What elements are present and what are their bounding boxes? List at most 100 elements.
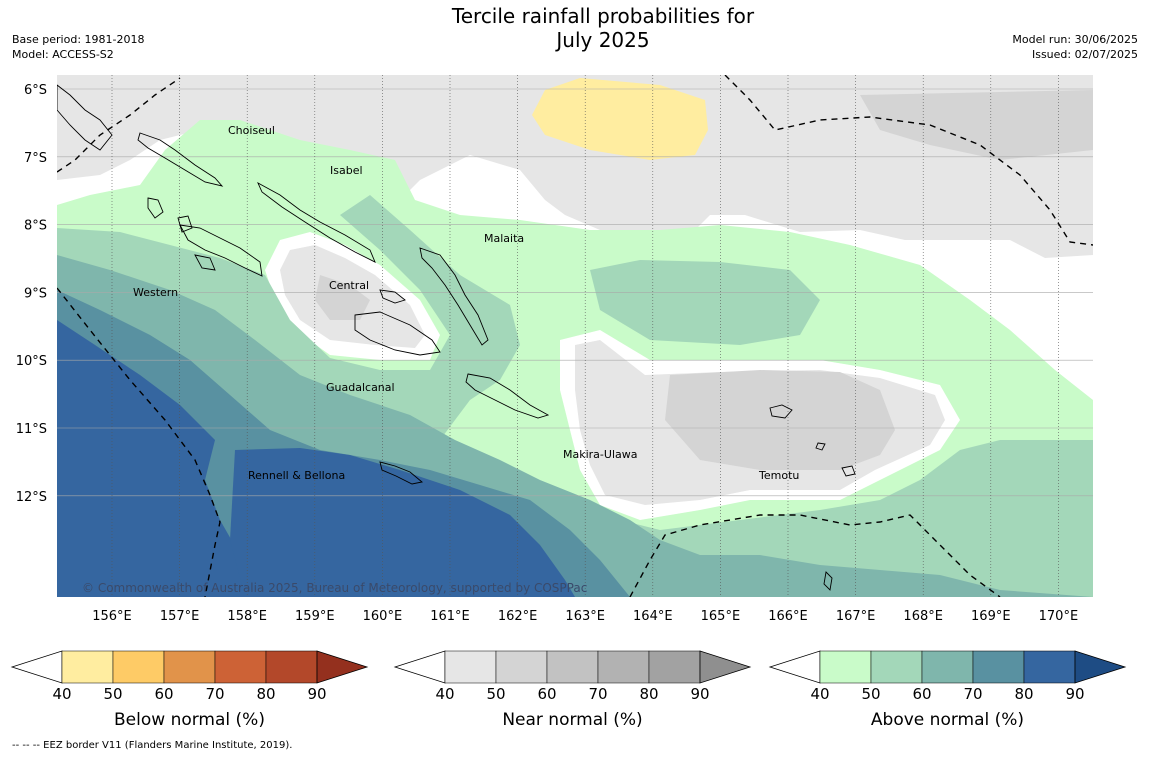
latitude-labels: 6°S 7°S 8°S 9°S 10°S 11°S 12°S (16, 83, 47, 505)
legend-tick: 60 (912, 685, 931, 703)
island-malaita (419, 247, 489, 346)
lon-label: 167°E (836, 609, 876, 624)
lon-label: 166°E (768, 609, 808, 624)
above-normal-50-east (590, 260, 820, 345)
lon-label: 162°E (498, 609, 538, 624)
lon-label: 163°E (565, 609, 605, 624)
legend-low-arrow (10, 650, 63, 684)
legend-tick: 70 (205, 685, 224, 703)
island-new-georgia (179, 224, 263, 277)
eez-border (57, 75, 1093, 597)
label-choiseul: Choiseul (228, 124, 275, 137)
legend-tick: 60 (154, 685, 173, 703)
map-copyright: © Commonwealth of Australia 2025, Bureau… (82, 581, 587, 595)
lon-label: 159°E (295, 609, 335, 624)
legend-tick: 80 (639, 685, 658, 703)
issued-date: Issued: 02/07/2025 (1031, 48, 1138, 61)
below-normal-40-region (532, 78, 708, 160)
legend-swatch (265, 650, 318, 684)
legend-title: Near normal (%) (502, 710, 642, 730)
label-isabel: Isabel (330, 164, 363, 177)
lon-label: 160°E (363, 609, 403, 624)
lat-label: 8°S (24, 219, 47, 234)
legend-tick: 60 (537, 685, 556, 703)
legend-high-arrow (699, 650, 752, 684)
legend-tick: 40 (435, 685, 454, 703)
base-period: Base period: 1981-2018 (12, 33, 145, 46)
legend-tick: 90 (1065, 685, 1084, 703)
lon-label: 161°E (430, 609, 470, 624)
legend-swatch (214, 650, 267, 684)
lon-label: 156°E (92, 609, 132, 624)
legend-title: Below normal (%) (114, 710, 265, 730)
legend-tick: 80 (1014, 685, 1033, 703)
model-name: Model: ACCESS-S2 (12, 48, 114, 61)
legend-swatch (163, 650, 216, 684)
longitude-labels: 156°E 157°E 158°E 159°E 160°E 161°E 162°E 163°E… (92, 609, 1078, 624)
legend-low-arrow (393, 650, 446, 684)
legend-swatch (495, 650, 548, 684)
legend-tick: 90 (690, 685, 709, 703)
label-guadalcanal: Guadalcanal (326, 381, 395, 394)
lat-label: 11°S (16, 422, 47, 437)
legend-tick: 70 (588, 685, 607, 703)
lon-label: 164°E (633, 609, 673, 624)
lon-label: 157°E (160, 609, 200, 624)
central-near-normal-50 (315, 275, 370, 320)
label-temotu: Temotu (758, 469, 799, 482)
island-outlines (57, 84, 856, 591)
legend-swatch (597, 650, 650, 684)
near-normal-50-region (860, 90, 1093, 160)
lat-label: 9°S (24, 286, 47, 301)
legend-swatch (648, 650, 701, 684)
model-run: Model run: 30/06/2025 (1012, 33, 1138, 46)
legends: 40 50 60 70 80 90 Below normal (%) 40 50 60 70 80 90… (10, 650, 1127, 730)
place-labels: Choiseul Isabel Malaita Central Western … (133, 124, 799, 482)
legend-swatch (921, 650, 974, 684)
label-central: Central (329, 279, 369, 292)
island-isabel (257, 181, 376, 263)
label-malaita: Malaita (484, 232, 524, 245)
legend-tick: 40 (810, 685, 829, 703)
meta-right: Model run: 30/06/2025 Issued: 02/07/2025 (1012, 32, 1138, 62)
legend-swatch (444, 650, 497, 684)
near-normal-50-east (665, 370, 895, 470)
lon-label: 158°E (227, 609, 267, 624)
eez-border-south (629, 514, 1001, 597)
legend-tick: 40 (52, 685, 71, 703)
title-line-2: July 2025 (556, 28, 650, 52)
label-western: Western (133, 286, 178, 299)
lat-label: 6°S (24, 83, 47, 98)
legend-3: 40 50 60 70 80 90 Above normal (%) (768, 650, 1127, 730)
island-utupua (815, 442, 826, 451)
probability-field (57, 75, 1093, 597)
legend-swatch (1023, 650, 1076, 684)
island-kolombangara (177, 215, 193, 233)
legend-tick: 90 (307, 685, 326, 703)
legend-swatch (61, 650, 114, 684)
lat-label: 12°S (16, 490, 47, 505)
legend-tick: 50 (486, 685, 505, 703)
legend-swatch (972, 650, 1025, 684)
island-vella (147, 197, 164, 219)
label-makira-ulawa: Makira-Ulawa (563, 448, 637, 461)
legend-tick: 50 (103, 685, 122, 703)
title-line-1: Tercile rainfall probabilities for (451, 4, 755, 28)
island-makira (465, 373, 550, 419)
above-normal-80-region (57, 320, 270, 597)
above-normal-80-region-2 (230, 448, 575, 597)
lon-label: 169°E (971, 609, 1011, 624)
island-choiseul (137, 132, 224, 187)
legend-high-arrow (1074, 650, 1127, 684)
lat-label: 7°S (24, 151, 47, 166)
legend-1: 40 50 60 70 80 90 Below normal (%) (10, 650, 369, 730)
lat-label: 10°S (16, 354, 47, 369)
eez-border-southwest (57, 287, 221, 597)
legend-swatch (546, 650, 599, 684)
lon-label: 168°E (903, 609, 943, 624)
meta-left: Base period: 1981-2018 Model: ACCESS-S2 (12, 32, 144, 62)
legend-low-arrow (768, 650, 821, 684)
island-tikopia (823, 571, 833, 591)
legend-tick: 50 (861, 685, 880, 703)
legend-swatch (112, 650, 165, 684)
